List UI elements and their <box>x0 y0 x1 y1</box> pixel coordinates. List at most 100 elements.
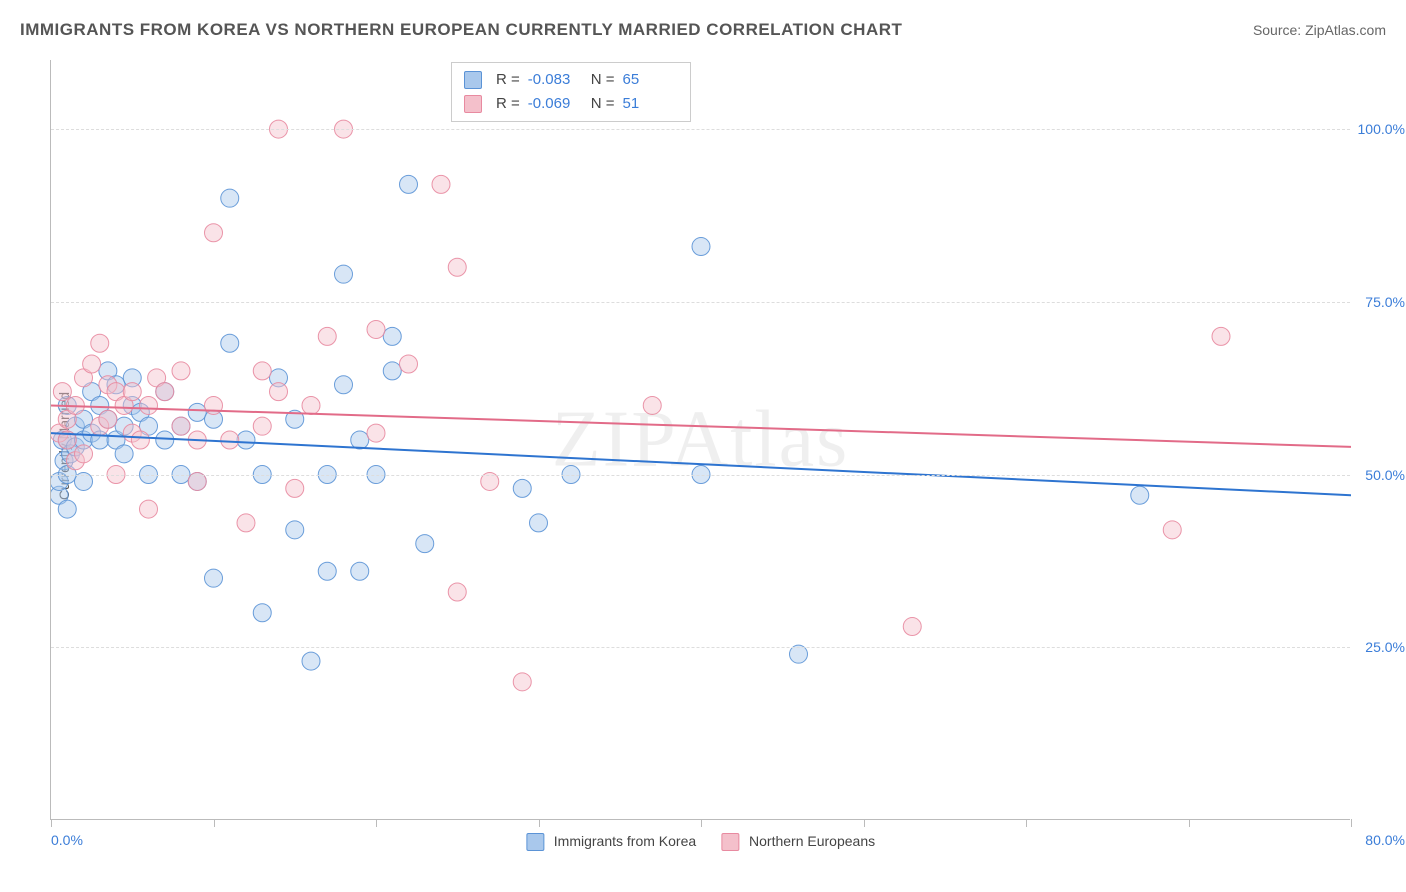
scatter-point <box>253 604 271 622</box>
scatter-point <box>692 238 710 256</box>
y-tick-label: 75.0% <box>1365 294 1405 310</box>
correlation-stats-box: R = -0.083 N = 65 R = -0.069 N = 51 <box>451 62 691 122</box>
scatter-point <box>318 562 336 580</box>
legend-bottom: Immigrants from Korea Northern Europeans <box>526 833 875 851</box>
scatter-point <box>302 652 320 670</box>
scatter-point <box>221 334 239 352</box>
x-tick <box>864 819 865 827</box>
scatter-point <box>58 500 76 518</box>
scatter-point <box>513 479 531 497</box>
scatter-point <box>253 362 271 380</box>
scatter-point <box>115 445 133 463</box>
scatter-point <box>253 417 271 435</box>
legend-swatch-1 <box>526 833 544 851</box>
scatter-point <box>335 265 353 283</box>
scatter-point <box>383 327 401 345</box>
scatter-point <box>530 514 548 532</box>
scatter-point <box>221 431 239 449</box>
scatter-point <box>367 320 385 338</box>
scatter-point <box>156 431 174 449</box>
scatter-point <box>432 175 450 193</box>
x-tick <box>51 819 52 827</box>
stat-r-value-2: -0.069 <box>528 92 583 116</box>
stat-r-label: R = <box>496 68 520 92</box>
scatter-point <box>91 334 109 352</box>
x-tick <box>1026 819 1027 827</box>
x-tick <box>376 819 377 827</box>
stat-n-label: N = <box>591 92 615 116</box>
scatter-point <box>351 562 369 580</box>
x-tick <box>214 819 215 827</box>
trend-line <box>51 433 1351 495</box>
scatter-point <box>1212 327 1230 345</box>
scatter-point <box>318 327 336 345</box>
x-axis-min: 0.0% <box>51 832 83 848</box>
swatch-series-2 <box>464 95 482 113</box>
plot-svg <box>51 60 1351 820</box>
scatter-point <box>172 362 190 380</box>
gridline-h <box>51 129 1350 130</box>
scatter-point <box>131 431 149 449</box>
legend-item-1: Immigrants from Korea <box>526 833 696 851</box>
scatter-point <box>448 258 466 276</box>
scatter-point <box>286 479 304 497</box>
legend-label-2: Northern Europeans <box>749 833 875 849</box>
scatter-point <box>156 383 174 401</box>
stat-n-label: N = <box>591 68 615 92</box>
scatter-point <box>1163 521 1181 539</box>
legend-label-1: Immigrants from Korea <box>554 833 696 849</box>
scatter-point <box>188 403 206 421</box>
scatter-point <box>53 383 71 401</box>
stat-r-value-1: -0.083 <box>528 68 583 92</box>
stat-row-series-1: R = -0.083 N = 65 <box>464 68 678 92</box>
scatter-point <box>448 583 466 601</box>
chart-title: IMMIGRANTS FROM KOREA VS NORTHERN EUROPE… <box>20 20 902 40</box>
scatter-point <box>205 224 223 242</box>
stat-row-series-2: R = -0.069 N = 51 <box>464 92 678 116</box>
swatch-series-1 <box>464 71 482 89</box>
scatter-point <box>286 521 304 539</box>
scatter-point <box>83 355 101 373</box>
gridline-h <box>51 302 1350 303</box>
x-tick <box>1351 819 1352 827</box>
scatter-point <box>335 376 353 394</box>
x-tick <box>701 819 702 827</box>
stat-n-value-1: 65 <box>623 68 678 92</box>
scatter-point <box>383 362 401 380</box>
x-axis-max: 80.0% <box>1365 832 1405 848</box>
y-tick-label: 100.0% <box>1358 121 1405 137</box>
x-tick <box>1189 819 1190 827</box>
scatter-point <box>1131 486 1149 504</box>
scatter-point <box>123 383 141 401</box>
scatter-point <box>205 569 223 587</box>
scatter-point <box>513 673 531 691</box>
scatter-point <box>140 500 158 518</box>
y-tick-label: 25.0% <box>1365 639 1405 655</box>
stat-r-label: R = <box>496 92 520 116</box>
source-attribution: Source: ZipAtlas.com <box>1253 22 1386 38</box>
scatter-point <box>400 355 418 373</box>
scatter-point <box>367 424 385 442</box>
gridline-h <box>51 647 1350 648</box>
legend-swatch-2 <box>721 833 739 851</box>
chart-header: IMMIGRANTS FROM KOREA VS NORTHERN EUROPE… <box>20 20 1386 40</box>
scatter-point <box>302 396 320 414</box>
scatter-point <box>75 445 93 463</box>
stat-n-value-2: 51 <box>623 92 678 116</box>
scatter-point <box>416 535 434 553</box>
gridline-h <box>51 475 1350 476</box>
x-tick <box>539 819 540 827</box>
scatter-chart: ZIPAtlas R = -0.083 N = 65 R = -0.069 N … <box>50 60 1350 820</box>
scatter-point <box>270 383 288 401</box>
scatter-point <box>172 417 190 435</box>
scatter-point <box>903 618 921 636</box>
scatter-point <box>99 410 117 428</box>
scatter-point <box>400 175 418 193</box>
scatter-point <box>221 189 239 207</box>
legend-item-2: Northern Europeans <box>721 833 875 851</box>
scatter-point <box>140 396 158 414</box>
scatter-point <box>237 514 255 532</box>
scatter-point <box>643 396 661 414</box>
scatter-point <box>237 431 255 449</box>
scatter-point <box>351 431 369 449</box>
